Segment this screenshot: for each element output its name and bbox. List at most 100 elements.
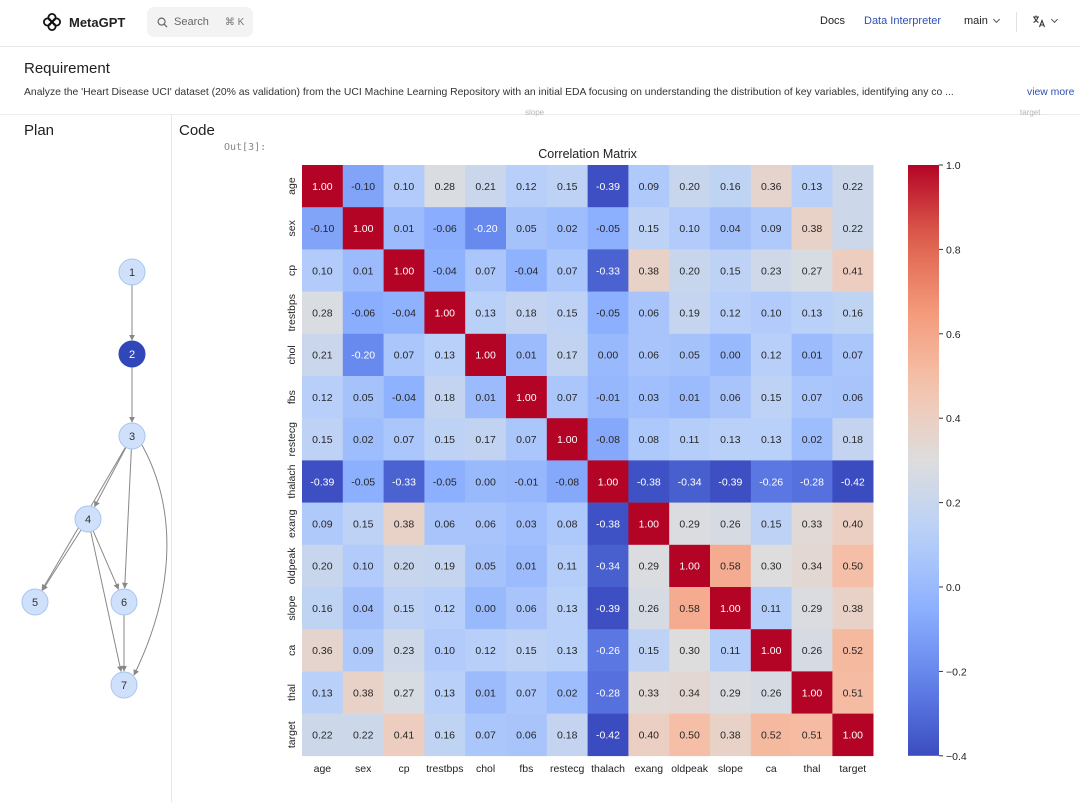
heatmap-cell-label: 0.00 xyxy=(720,350,741,362)
view-more-link[interactable]: view more xyxy=(1027,87,1075,98)
heatmap-cell xyxy=(465,587,507,630)
nav-data-interpreter[interactable]: Data Interpreter xyxy=(864,15,942,27)
y-tick-label: fbs xyxy=(286,390,298,404)
heatmap-cell-label: -0.10 xyxy=(310,223,334,235)
plan-node-circle xyxy=(21,588,49,616)
plan-node[interactable]: 2 xyxy=(118,340,146,368)
plan-node[interactable]: 3 xyxy=(118,422,146,450)
heatmap-cell xyxy=(750,333,792,377)
heatmap-cell-label: 0.12 xyxy=(720,308,741,320)
requirement-title: Requirement xyxy=(24,60,110,77)
heatmap-cell-label: 0.11 xyxy=(557,561,577,573)
heatmap-cell xyxy=(710,165,752,208)
heatmap-cell-label: 0.06 xyxy=(516,603,537,615)
heatmap-cell-label: 0.07 xyxy=(516,434,537,446)
language-switcher[interactable] xyxy=(1032,14,1059,28)
heatmap-cell-label: 0.10 xyxy=(679,223,700,235)
plan-node[interactable]: 7 xyxy=(110,671,138,699)
heatmap-cell xyxy=(465,333,507,377)
heatmap-cell xyxy=(506,249,548,292)
colorbar-tick-label: −0.2 xyxy=(946,666,967,678)
heatmap-cell-label: 0.20 xyxy=(679,181,700,193)
heatmap-cell-label: 0.28 xyxy=(312,308,333,320)
branch-dropdown[interactable]: main xyxy=(964,15,1000,27)
y-tick-label: cp xyxy=(286,265,298,276)
heatmap-cell-label: 0.18 xyxy=(516,308,537,320)
heatmap-cell-label: 0.58 xyxy=(679,603,700,615)
search-box[interactable]: Search ⌘ K xyxy=(147,7,253,37)
nav-docs[interactable]: Docs xyxy=(820,15,846,27)
heatmap-cell xyxy=(832,165,874,208)
correlation-heatmap: Correlation Matrix 1.00 -0.10 0.10 0.28 0.21 0… xyxy=(286,147,967,775)
heatmap-cell xyxy=(506,544,548,588)
requirement-text: Analyze the 'Heart Disease UCI' dataset … xyxy=(24,87,954,98)
heatmap-cell-label: 0.09 xyxy=(312,519,333,531)
heatmap-cell xyxy=(465,207,507,250)
heatmap-cell xyxy=(302,165,344,208)
heatmap-cell-label: 0.01 xyxy=(475,687,496,699)
heatmap-cell-label: -0.10 xyxy=(351,181,375,193)
heatmap-cell xyxy=(302,713,344,757)
heatmap-cell-label: 1.00 xyxy=(516,392,537,404)
heatmap-cell-label: 0.38 xyxy=(353,687,374,699)
heatmap-cell-label: 0.15 xyxy=(639,223,660,235)
heatmap-cell-label: 0.51 xyxy=(802,730,823,742)
heatmap-cell xyxy=(342,713,384,757)
heatmap-cell-label: 0.36 xyxy=(761,181,782,193)
heatmap-cell-label: 0.30 xyxy=(761,561,782,573)
heatmap-cell xyxy=(302,207,344,250)
heatmap-cell xyxy=(791,671,833,714)
heatmap-cell xyxy=(465,460,507,503)
heatmap-cell-label: 0.01 xyxy=(475,392,496,404)
heatmap-cell xyxy=(669,249,711,292)
search-shortcut: ⌘ K xyxy=(224,16,245,28)
logo[interactable]: MetaGPT xyxy=(42,12,125,32)
plan-node[interactable]: 6 xyxy=(110,588,138,616)
heatmap-cell xyxy=(546,291,588,335)
heatmap-cell xyxy=(750,460,792,503)
heatmap-cell-label: 0.06 xyxy=(435,519,456,531)
heatmap-cell xyxy=(424,544,466,588)
heatmap-cell xyxy=(302,502,344,546)
heatmap-cell xyxy=(750,671,792,714)
heatmap-cell xyxy=(832,418,874,461)
y-tick-label: age xyxy=(286,177,298,195)
heatmap-cell xyxy=(791,291,833,335)
heatmap-cell xyxy=(791,376,833,419)
heatmap-cell-label: 1.00 xyxy=(802,687,823,699)
heatmap-cell xyxy=(587,587,629,630)
heatmap-cell-label: 0.05 xyxy=(353,392,374,404)
plan-node[interactable]: 4 xyxy=(74,505,102,533)
y-tick-label: trestbps xyxy=(286,294,298,331)
heatmap-cell-label: 0.30 xyxy=(679,645,700,657)
heatmap-cell xyxy=(383,460,425,503)
heatmap-cell xyxy=(506,460,548,503)
heatmap-cell xyxy=(832,502,874,546)
heatmap-cell xyxy=(832,376,874,419)
heatmap-cell xyxy=(506,418,548,461)
heatmap-cell xyxy=(342,460,384,503)
heatmap-cell xyxy=(424,207,466,250)
heatmap-cell xyxy=(832,587,874,630)
heatmap-cell xyxy=(750,544,792,588)
heatmap-cell xyxy=(546,207,588,250)
code-title: Code xyxy=(179,122,215,139)
plan-divider xyxy=(171,115,172,802)
heatmap-cell-label: 0.29 xyxy=(720,687,741,699)
heatmap-cell xyxy=(506,376,548,419)
plan-node[interactable]: 1 xyxy=(118,258,146,286)
heatmap-cell xyxy=(750,502,792,546)
heatmap-cell-label: -0.33 xyxy=(596,265,620,277)
heatmap-cell xyxy=(383,544,425,588)
plan-node[interactable]: 5 xyxy=(21,588,49,616)
x-tick-label: ca xyxy=(766,763,777,775)
heatmap-cell xyxy=(669,671,711,714)
heatmap-cell xyxy=(506,165,548,208)
heatmap-cell xyxy=(383,376,425,419)
heatmap-cell xyxy=(832,291,874,335)
heatmap-cell-label: 0.13 xyxy=(435,350,456,362)
heatmap-cell-label: -0.26 xyxy=(759,476,783,488)
heatmap-cell xyxy=(587,418,629,461)
y-tick-label: restecg xyxy=(286,422,298,457)
heatmap-cell-label: 0.11 xyxy=(761,603,781,615)
